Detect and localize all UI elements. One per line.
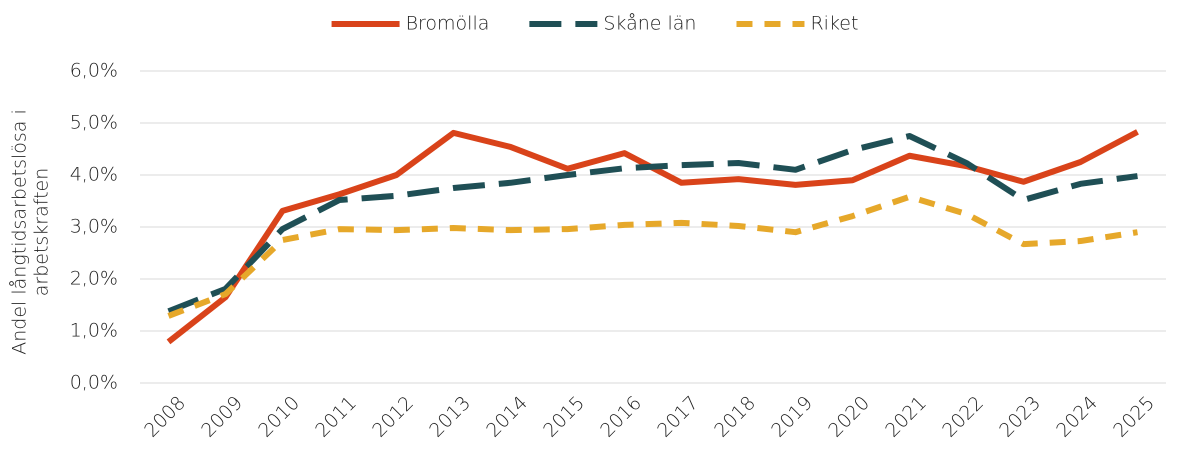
y-tick-label: 3,0% (70, 216, 118, 238)
x-tick-label: 2013 (425, 392, 475, 442)
series-line (167, 193, 1138, 319)
y-tick-label: 1,0% (70, 320, 118, 342)
x-tick-label: 2023 (995, 392, 1045, 442)
x-tick-label: 2022 (938, 392, 988, 442)
y-axis-title-line: Andel långtidsarbetslösa i (9, 109, 31, 354)
x-tick-label: 2025 (1109, 392, 1159, 442)
x-tick-label: 2012 (368, 392, 418, 442)
x-tick-label: 2016 (596, 392, 646, 442)
y-tick-label: 6,0% (70, 60, 118, 82)
x-tick-label: 2015 (539, 392, 589, 442)
x-tick-label: 2020 (824, 392, 874, 442)
legend-label: Bromölla (406, 13, 490, 35)
y-tick-label: 5,0% (70, 112, 118, 134)
y-tick-label: 0,0% (70, 372, 118, 394)
x-tick-label: 2011 (311, 392, 361, 442)
legend-label: Riket (810, 13, 858, 35)
x-tick-label: 2014 (482, 392, 532, 442)
x-tick-label: 2017 (653, 392, 703, 442)
y-tick-label: 4,0% (70, 164, 118, 186)
legend: Bromölla Skåne län Riket (331, 13, 858, 35)
x-tick-label: 2010 (254, 392, 304, 442)
x-tick-label: 2018 (710, 392, 760, 442)
y-axis-title: Andel långtidsarbetslösa i arbetskraften (9, 109, 53, 354)
series-line (167, 133, 1138, 315)
x-tick-label: 2009 (197, 392, 247, 442)
y-tick-label: 2,0% (70, 268, 118, 290)
x-tick-label: 2024 (1052, 392, 1102, 442)
x-tick-label: 2008 (140, 392, 190, 442)
x-tick-label: 2021 (881, 392, 931, 442)
legend-label: Skåne län (603, 13, 696, 35)
x-tick-label: 2019 (767, 392, 817, 442)
y-axis-title-line: arbetskraften (31, 168, 53, 297)
